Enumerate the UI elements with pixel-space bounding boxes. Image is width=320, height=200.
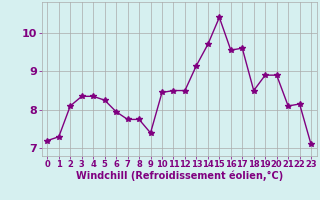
X-axis label: Windchill (Refroidissement éolien,°C): Windchill (Refroidissement éolien,°C) [76,171,283,181]
